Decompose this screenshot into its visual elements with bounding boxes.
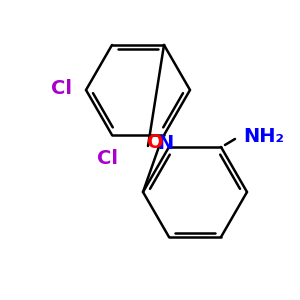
Text: NH₂: NH₂ — [243, 128, 284, 146]
Text: Cl: Cl — [51, 79, 72, 98]
Text: O: O — [147, 133, 163, 152]
Text: Cl: Cl — [98, 149, 118, 168]
Text: N: N — [157, 134, 173, 154]
